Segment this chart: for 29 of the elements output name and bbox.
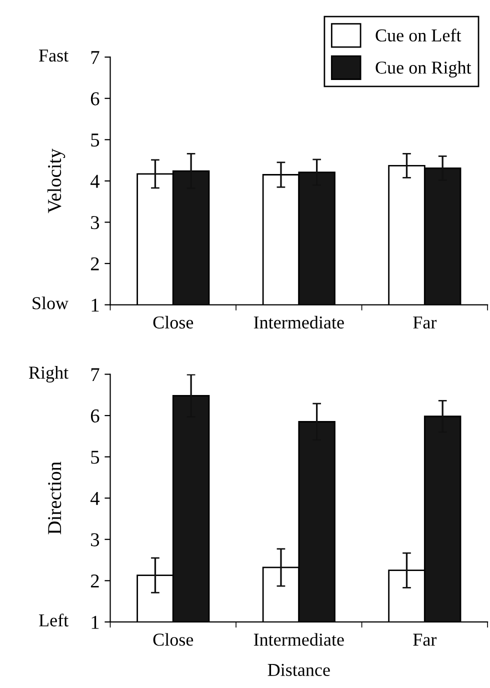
- legend-label: Cue on Left: [376, 28, 462, 42]
- y-tick-label: 1: [92, 616, 99, 629]
- y-axis-title: Direction: [48, 462, 62, 534]
- y-tick-label: 5: [91, 450, 100, 464]
- x-axis-title: Distance: [268, 664, 330, 676]
- y-tick-label: 3: [91, 216, 100, 230]
- y-tick-label: 1: [92, 298, 99, 312]
- text: Fast: [39, 50, 68, 62]
- y-axis-title: Velocity: [47, 148, 66, 214]
- y-tick-label: 6: [90, 92, 100, 106]
- x-tick-label: Close: [153, 633, 194, 646]
- legend-label: Cue on Right: [376, 61, 472, 78]
- y-tick-label: 5: [91, 134, 100, 147]
- x-tick-label: Close: [153, 316, 194, 329]
- y-tick-label: 2: [90, 574, 99, 588]
- text: Left: [39, 614, 68, 626]
- x-tick-label: Far: [413, 316, 437, 329]
- text: Slow: [32, 296, 69, 310]
- y-tick-label: 2: [90, 257, 99, 270]
- x-tick-label: Intermediate: [254, 633, 344, 646]
- text: Right: [28, 366, 68, 382]
- y-tick-label: 4: [90, 174, 100, 188]
- y-tick-label: 7: [91, 368, 100, 382]
- x-tick-label: Intermediate: [254, 316, 344, 329]
- y-tick-label: 4: [90, 492, 100, 505]
- y-tick-label: 3: [91, 533, 100, 546]
- y-tick-label: 7: [91, 51, 100, 64]
- x-tick-label: Far: [413, 634, 437, 646]
- y-tick-label: 6: [90, 409, 100, 422]
